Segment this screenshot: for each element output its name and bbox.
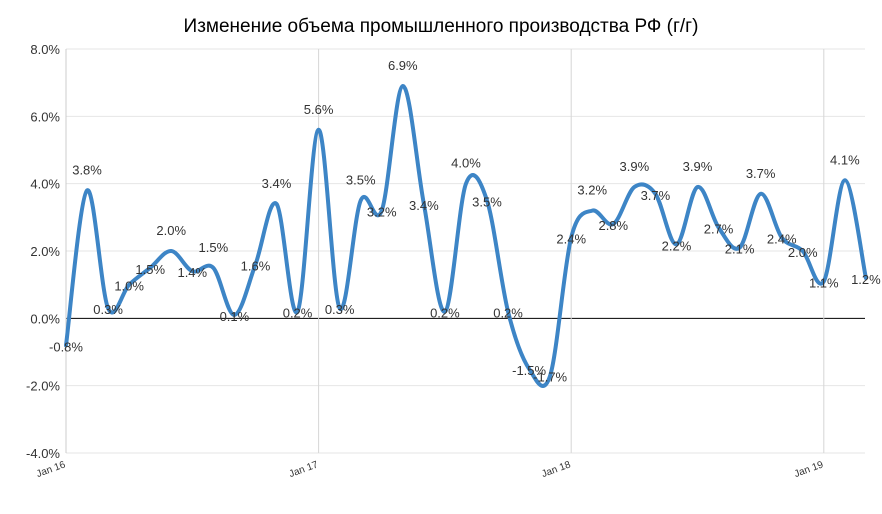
chart-title: Изменение объема промышленного производс… <box>183 16 699 37</box>
y-tick-label: -4.0% <box>26 446 60 461</box>
y-tick-label: 0.0% <box>30 311 60 326</box>
data-point <box>696 185 700 189</box>
data-point <box>359 199 363 203</box>
data-label: 3.5% <box>346 173 376 188</box>
x-tick-label: Jan 18 <box>540 459 572 480</box>
data-label: 0.1% <box>220 309 250 324</box>
data-point <box>632 185 636 189</box>
data-label: 6.9% <box>388 58 418 73</box>
data-label-layer: -0.8% 3.8% 0.3% 1.0% 1.5% 2.0% 1.4% 1.5% 0.1% 1.6… <box>49 58 881 385</box>
x-tick-label: Jan 19 <box>793 459 825 480</box>
data-label: 2.4% <box>556 232 586 247</box>
data-point <box>759 192 763 196</box>
data-label: 2.0% <box>156 223 186 238</box>
data-point <box>843 178 847 182</box>
line-layer <box>64 84 868 388</box>
data-label: 0.2% <box>283 306 313 321</box>
grid-layer <box>66 48 865 454</box>
data-label: 0.2% <box>430 306 460 321</box>
data-label: 0.3% <box>93 302 123 317</box>
data-label: 1.0% <box>114 279 144 294</box>
data-point <box>211 266 215 270</box>
data-point <box>401 84 405 88</box>
data-label: 3.9% <box>620 159 650 174</box>
data-point <box>590 209 594 213</box>
data-label: 2.0% <box>788 245 818 260</box>
data-label: 4.0% <box>451 156 481 171</box>
data-label: 3.7% <box>746 166 776 181</box>
data-label: 3.2% <box>577 183 607 198</box>
data-label: 2.2% <box>662 238 692 253</box>
data-label: 2.7% <box>704 221 734 236</box>
axis-layer: 8.0% 6.0% 4.0% 2.0% 0.0% -2.0% -4.0%Jan 16 Jan … <box>26 42 825 480</box>
data-label: 1.6% <box>241 258 271 273</box>
data-label: 1.4% <box>177 265 207 280</box>
y-tick-label: -2.0% <box>26 379 60 394</box>
data-label: 1.1% <box>809 275 839 290</box>
data-label: 3.9% <box>683 159 713 174</box>
data-label: -1.7% <box>533 370 567 385</box>
series-line <box>64 84 868 388</box>
y-tick-label: 4.0% <box>30 177 60 192</box>
y-tick-label: 8.0% <box>30 42 60 57</box>
data-label: 5.6% <box>304 102 334 117</box>
data-point <box>169 249 173 253</box>
data-label: 1.5% <box>199 240 229 255</box>
data-label: -0.8% <box>49 339 83 354</box>
data-label: 4.1% <box>830 152 860 167</box>
data-point <box>464 182 468 186</box>
data-label: 2.1% <box>725 242 755 257</box>
data-label: 3.5% <box>472 195 502 210</box>
data-label: 0.2% <box>493 306 523 321</box>
data-label: -1.5% <box>512 363 546 378</box>
x-tick-label: Jan 16 <box>35 459 67 480</box>
data-point <box>85 188 89 192</box>
data-label: 1.2% <box>851 272 881 287</box>
data-label: 0.3% <box>325 302 355 317</box>
data-label: 3.8% <box>72 162 102 177</box>
data-label: 2.8% <box>598 218 628 233</box>
data-label: 1.5% <box>135 262 165 277</box>
data-point <box>317 128 321 132</box>
data-label: 3.2% <box>367 205 397 220</box>
data-label: 3.4% <box>262 176 292 191</box>
data-label: 3.7% <box>641 188 671 203</box>
data-point <box>275 202 279 206</box>
data-label: 3.4% <box>409 198 439 213</box>
x-tick-label: Jan 17 <box>288 459 320 480</box>
y-tick-label: 6.0% <box>30 109 60 124</box>
y-tick-label: 2.0% <box>30 244 60 259</box>
data-label: 2.4% <box>767 232 797 247</box>
